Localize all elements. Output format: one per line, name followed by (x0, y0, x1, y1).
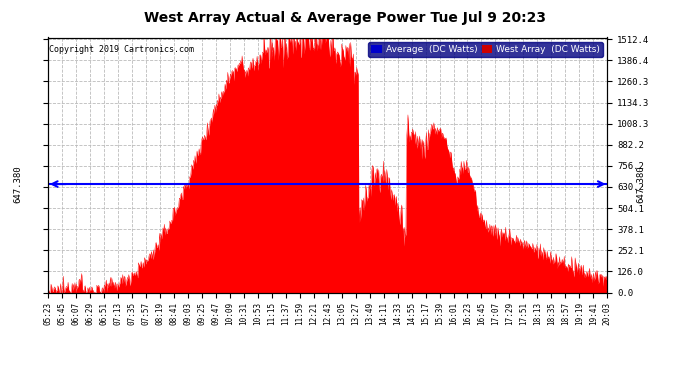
Text: Copyright 2019 Cartronics.com: Copyright 2019 Cartronics.com (49, 45, 194, 54)
Text: 647.380: 647.380 (636, 165, 645, 203)
Text: 647.380: 647.380 (13, 165, 22, 203)
Legend: Average  (DC Watts), West Array  (DC Watts): Average (DC Watts), West Array (DC Watts… (368, 42, 602, 57)
Text: West Array Actual & Average Power Tue Jul 9 20:23: West Array Actual & Average Power Tue Ju… (144, 11, 546, 25)
